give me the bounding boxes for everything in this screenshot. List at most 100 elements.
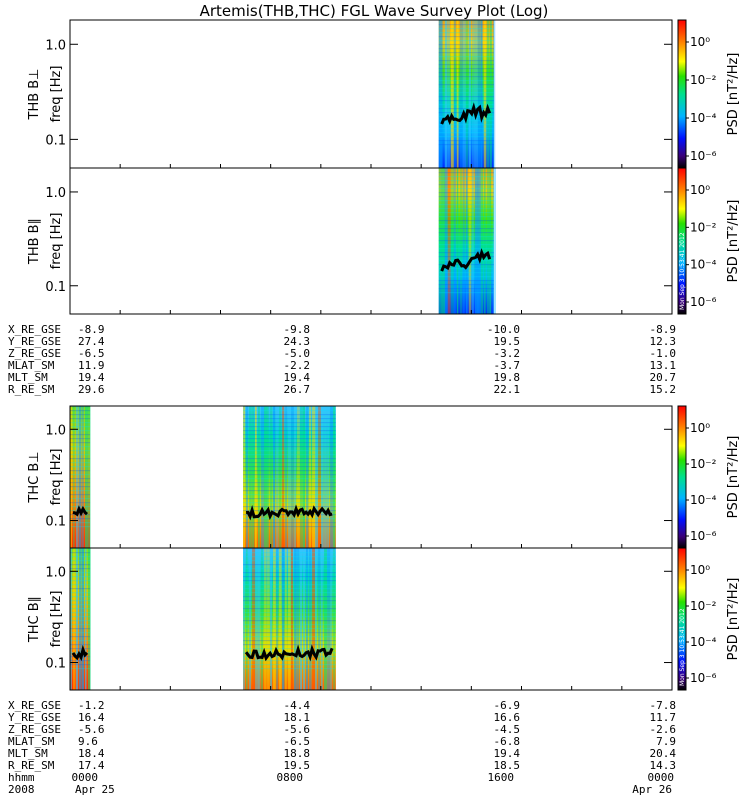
spectrogram-band — [243, 620, 336, 622]
spectrogram-band — [243, 628, 336, 630]
spectrogram-stripe — [76, 548, 79, 690]
spectrogram-band — [243, 418, 336, 420]
spectrogram-stripe — [282, 406, 285, 548]
power-trace — [244, 644, 334, 662]
colorbar-tick-label: 10⁻² — [690, 599, 717, 613]
ephemeris-value: 13.1 — [650, 359, 677, 372]
spectrogram-stripe — [255, 406, 257, 548]
spectrogram-band — [243, 426, 336, 428]
spectrogram-band — [70, 660, 91, 662]
spectrogram-band — [243, 486, 336, 488]
spectrogram-band — [438, 236, 494, 238]
spectrogram-stripe — [459, 20, 464, 168]
ephemeris-value: 24.3 — [284, 335, 311, 348]
spectrogram-stripe — [474, 168, 479, 314]
spectrogram-stripe — [438, 168, 443, 314]
power-trace — [246, 504, 333, 521]
spectrogram-stripe — [255, 548, 259, 690]
spectrogram-stripe — [327, 548, 331, 690]
spectrogram-band — [438, 284, 494, 286]
spectrogram-band — [438, 140, 494, 142]
spectrogram-band — [243, 600, 336, 602]
spectrogram-band — [243, 648, 336, 650]
ephemeris-value: -2.2 — [284, 359, 311, 372]
spectrogram-stripe — [273, 406, 276, 548]
spectrogram-stripe — [243, 548, 245, 690]
spectrogram-stripe — [243, 406, 246, 548]
spectrogram-band — [70, 548, 91, 550]
spectrogram-band — [243, 572, 336, 574]
ephemeris-thb: X_RE_GSE -8.9 -9.8 -10.0 -8.9 Y_RE_GSE 27.4 24.… — [8, 323, 676, 396]
ephemeris-value: -6.5 — [284, 735, 311, 748]
spectrogram-band — [438, 292, 494, 294]
panel-frame — [69, 547, 673, 691]
spectrogram-band — [70, 608, 91, 610]
spectrogram-band — [438, 136, 494, 138]
spectrogram-stripe — [456, 20, 459, 168]
ephemeris-value: -3.7 — [494, 359, 521, 372]
colorbar-label: PSD [nT²/Hz] — [726, 436, 741, 519]
spectrogram-stripe — [447, 20, 450, 168]
spectrogram-band — [70, 648, 91, 650]
spectrogram-band — [438, 108, 494, 110]
spectrogram-stripe — [82, 548, 85, 690]
spectrogram-band — [438, 104, 494, 106]
spectrogram-band — [438, 144, 494, 146]
panel-thb-bpar: 0.1 1.0 THB B∥ freq [Hz] — [27, 167, 673, 315]
spectrogram-band — [438, 260, 494, 262]
spectrogram-band — [243, 518, 336, 520]
ephemeris-value: -3.2 — [494, 347, 521, 360]
spectrogram-block — [243, 548, 336, 690]
spectrogram-band — [438, 32, 494, 34]
spectrogram-band — [438, 180, 494, 182]
spectrogram-band — [438, 100, 494, 102]
spectrogram-band — [70, 616, 91, 618]
time-tick-label: 1600 — [488, 771, 515, 784]
spectrogram-band — [438, 24, 494, 26]
ephemeris-value: 22.1 — [494, 383, 521, 396]
spectrogram-band — [243, 608, 336, 610]
ephemeris-value: 18.5 — [494, 759, 521, 772]
spectrogram-band — [438, 36, 494, 38]
colorbar-tick-label: 10⁻⁶ — [690, 149, 717, 163]
spectrogram-band — [243, 636, 336, 638]
spectrogram-band — [70, 482, 91, 484]
ephemeris-value: -8.9 — [650, 323, 677, 336]
ephemeris-value: 7.9 — [656, 735, 676, 748]
spectrogram-band — [243, 644, 336, 646]
spectrogram-stripe — [291, 406, 294, 548]
spectrogram-stripe — [297, 548, 300, 690]
colorbar-tick-label: 10⁻² — [690, 220, 717, 234]
colorbar-scale — [677, 547, 687, 691]
spectrogram-stripe — [246, 406, 248, 548]
spectrogram-band — [70, 584, 91, 586]
colorbar-tick-label: 10⁻⁴ — [690, 111, 717, 125]
colorbar-scale — [677, 405, 687, 549]
spectrogram-stripe — [303, 548, 306, 690]
spectrogram-band — [70, 644, 91, 646]
spectrogram-stripe — [88, 406, 91, 548]
spectrogram-stripe — [489, 168, 492, 314]
spectrogram-stripe — [264, 548, 267, 690]
spectrogram-band — [438, 232, 494, 234]
spectrogram-stripe — [270, 548, 272, 690]
spectrogram-stripe — [450, 20, 454, 168]
panel-axis-label: freq [Hz] — [49, 213, 64, 270]
spectrogram-stripe — [70, 548, 72, 690]
colorbar-label: PSD [nT²/Hz] — [726, 578, 741, 661]
spectrogram-stripe — [486, 168, 490, 314]
spectrogram-band — [70, 652, 91, 654]
ephemeris-value: 16.4 — [78, 711, 105, 724]
ephemeris-value: -4.4 — [284, 699, 311, 712]
spectrogram-stripe — [462, 168, 465, 314]
ephemeris-value: 9.6 — [78, 735, 98, 748]
spectrogram-stripe — [450, 168, 454, 314]
spectrogram-band — [438, 272, 494, 274]
spectrogram-stripe — [453, 20, 456, 168]
spectrogram-stripe — [444, 20, 448, 168]
spectrogram-band — [438, 60, 494, 62]
colorbar: 10⁰ 10⁻² 10⁻⁴ 10⁻⁶ PSD [nT²/Hz] — [677, 405, 741, 549]
time-axis-labels: hhmm 0000 0800 1600 0000 2008 Apr 25 Apr 26 — [8, 771, 674, 796]
spectrogram-band — [438, 64, 494, 66]
